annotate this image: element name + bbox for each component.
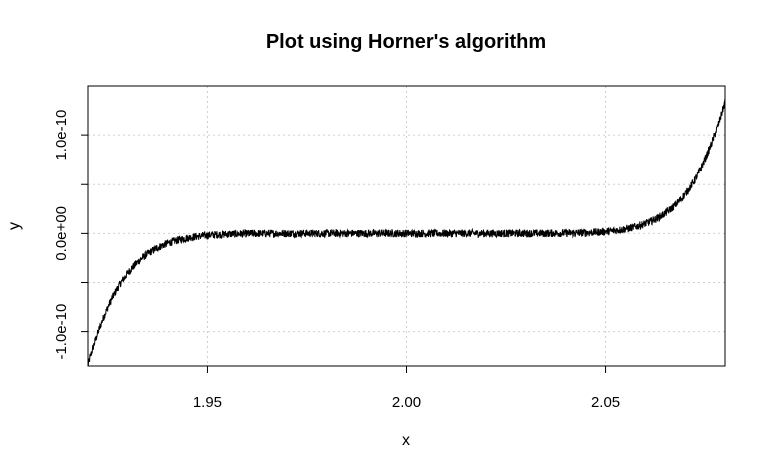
- y-tick-label: 0.0e+00: [53, 206, 70, 261]
- series-line-group: [87, 98, 726, 366]
- x-axis: 1.95 2.00 2.05: [193, 366, 620, 411]
- x-tick-label: 2.00: [392, 394, 421, 411]
- chart-title: Plot using Horner's algorithm: [265, 31, 547, 53]
- x-tick-label: 1.95: [193, 394, 222, 411]
- x-axis-label: x: [402, 432, 410, 449]
- y-axis: -1.0e-10 0.0e+00 1.0e-10: [53, 110, 88, 360]
- series-line: [87, 98, 726, 366]
- x-tick-label: 2.05: [591, 394, 620, 411]
- y-tick-label: 1.0e-10: [53, 110, 70, 161]
- y-tick-label: -1.0e-10: [53, 304, 70, 360]
